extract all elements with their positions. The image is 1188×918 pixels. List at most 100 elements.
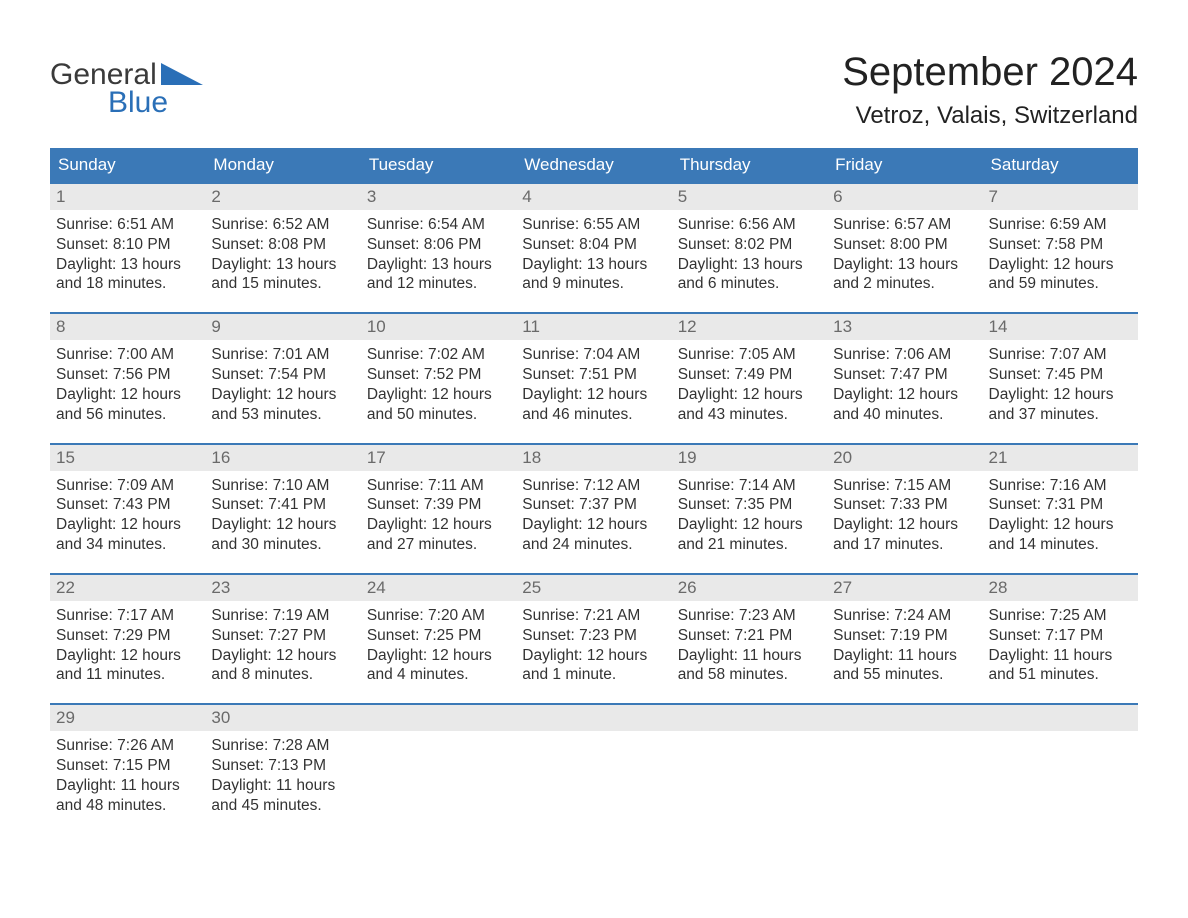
day-number-cell: 1: [50, 184, 205, 210]
day-daylight1: Daylight: 12 hours: [56, 646, 199, 666]
day-cell: Sunrise: 7:05 AMSunset: 7:49 PMDaylight:…: [672, 340, 827, 428]
day-sunset: Sunset: 7:17 PM: [989, 626, 1132, 646]
day-number-cell: 18: [516, 445, 671, 471]
day-details: Sunrise: 7:16 AMSunset: 7:31 PMDaylight:…: [983, 471, 1138, 559]
day-sunrise: Sunrise: 7:21 AM: [522, 606, 665, 626]
day-details: Sunrise: 7:28 AMSunset: 7:13 PMDaylight:…: [205, 731, 360, 819]
day-number: 28: [983, 575, 1138, 601]
day-daylight2: and 12 minutes.: [367, 274, 510, 294]
day-details: Sunrise: 6:52 AMSunset: 8:08 PMDaylight:…: [205, 210, 360, 298]
day-daylight1: Daylight: 12 hours: [989, 385, 1132, 405]
day-number-cell: 12: [672, 314, 827, 340]
weekday-sunday: Sunday: [50, 148, 205, 182]
day-cell: Sunrise: 7:04 AMSunset: 7:51 PMDaylight:…: [516, 340, 671, 428]
day-details: Sunrise: 6:54 AMSunset: 8:06 PMDaylight:…: [361, 210, 516, 298]
day-sunrise: Sunrise: 7:19 AM: [211, 606, 354, 626]
weekday-friday: Friday: [827, 148, 982, 182]
week-body-row: Sunrise: 7:26 AMSunset: 7:15 PMDaylight:…: [50, 731, 1138, 819]
day-number-cell: 23: [205, 575, 360, 601]
logo-triangle-icon: [161, 63, 203, 85]
day-details: Sunrise: 7:25 AMSunset: 7:17 PMDaylight:…: [983, 601, 1138, 689]
day-daylight1: Daylight: 12 hours: [522, 646, 665, 666]
day-number-cell: 14: [983, 314, 1138, 340]
day-number: 20: [827, 445, 982, 471]
day-daylight1: Daylight: 12 hours: [211, 646, 354, 666]
day-number-cell: 15: [50, 445, 205, 471]
day-sunrise: Sunrise: 7:07 AM: [989, 345, 1132, 365]
day-daylight1: Daylight: 12 hours: [833, 385, 976, 405]
day-number-cell: 6: [827, 184, 982, 210]
day-number: 29: [50, 705, 205, 731]
day-number: 24: [361, 575, 516, 601]
day-sunset: Sunset: 7:39 PM: [367, 495, 510, 515]
day-daylight2: and 17 minutes.: [833, 535, 976, 555]
day-details: Sunrise: 7:07 AMSunset: 7:45 PMDaylight:…: [983, 340, 1138, 428]
day-number-cell: 7: [983, 184, 1138, 210]
day-cell: [827, 731, 982, 819]
day-daylight2: and 8 minutes.: [211, 665, 354, 685]
page-subtitle: Vetroz, Valais, Switzerland: [842, 102, 1138, 130]
day-sunset: Sunset: 8:08 PM: [211, 235, 354, 255]
day-details: Sunrise: 7:21 AMSunset: 7:23 PMDaylight:…: [516, 601, 671, 689]
day-number: 17: [361, 445, 516, 471]
day-cell: Sunrise: 6:55 AMSunset: 8:04 PMDaylight:…: [516, 210, 671, 298]
day-daylight2: and 40 minutes.: [833, 405, 976, 425]
day-number-cell: [516, 705, 671, 731]
day-cell: Sunrise: 7:15 AMSunset: 7:33 PMDaylight:…: [827, 471, 982, 559]
day-number-cell: 9: [205, 314, 360, 340]
day-number: 2: [205, 184, 360, 210]
week-row: 891011121314Sunrise: 7:00 AMSunset: 7:56…: [50, 312, 1138, 428]
day-daylight2: and 18 minutes.: [56, 274, 199, 294]
day-daylight1: Daylight: 12 hours: [989, 515, 1132, 535]
day-number-cell: 22: [50, 575, 205, 601]
day-sunrise: Sunrise: 7:23 AM: [678, 606, 821, 626]
day-daylight1: Daylight: 12 hours: [56, 515, 199, 535]
week-row: 15161718192021Sunrise: 7:09 AMSunset: 7:…: [50, 443, 1138, 559]
day-daylight2: and 24 minutes.: [522, 535, 665, 555]
day-number: 14: [983, 314, 1138, 340]
day-cell: Sunrise: 7:17 AMSunset: 7:29 PMDaylight:…: [50, 601, 205, 689]
logo-word2: Blue: [108, 88, 203, 118]
day-daylight1: Daylight: 11 hours: [678, 646, 821, 666]
day-cell: Sunrise: 7:23 AMSunset: 7:21 PMDaylight:…: [672, 601, 827, 689]
day-details: Sunrise: 7:10 AMSunset: 7:41 PMDaylight:…: [205, 471, 360, 559]
day-cell: Sunrise: 6:51 AMSunset: 8:10 PMDaylight:…: [50, 210, 205, 298]
day-number: 27: [827, 575, 982, 601]
day-number-cell: 29: [50, 705, 205, 731]
day-details: Sunrise: 6:57 AMSunset: 8:00 PMDaylight:…: [827, 210, 982, 298]
day-number-cell: 19: [672, 445, 827, 471]
day-daylight2: and 45 minutes.: [211, 796, 354, 816]
day-sunset: Sunset: 8:00 PM: [833, 235, 976, 255]
day-number: 22: [50, 575, 205, 601]
day-cell: Sunrise: 6:52 AMSunset: 8:08 PMDaylight:…: [205, 210, 360, 298]
day-cell: [672, 731, 827, 819]
day-cell: [361, 731, 516, 819]
daynum-row: 22232425262728: [50, 575, 1138, 601]
day-cell: Sunrise: 7:19 AMSunset: 7:27 PMDaylight:…: [205, 601, 360, 689]
day-details: [361, 731, 516, 740]
day-cell: Sunrise: 7:16 AMSunset: 7:31 PMDaylight:…: [983, 471, 1138, 559]
day-details: Sunrise: 6:51 AMSunset: 8:10 PMDaylight:…: [50, 210, 205, 298]
day-daylight1: Daylight: 12 hours: [56, 385, 199, 405]
day-number-cell: 3: [361, 184, 516, 210]
day-number: 8: [50, 314, 205, 340]
day-sunrise: Sunrise: 7:28 AM: [211, 736, 354, 756]
day-number-cell: 28: [983, 575, 1138, 601]
day-sunrise: Sunrise: 7:01 AM: [211, 345, 354, 365]
daynum-row: 15161718192021: [50, 445, 1138, 471]
day-details: Sunrise: 6:59 AMSunset: 7:58 PMDaylight:…: [983, 210, 1138, 298]
day-number-cell: 10: [361, 314, 516, 340]
day-number: [516, 705, 671, 711]
day-details: Sunrise: 7:20 AMSunset: 7:25 PMDaylight:…: [361, 601, 516, 689]
day-daylight1: Daylight: 13 hours: [833, 255, 976, 275]
day-sunset: Sunset: 7:43 PM: [56, 495, 199, 515]
week-body-row: Sunrise: 7:17 AMSunset: 7:29 PMDaylight:…: [50, 601, 1138, 689]
day-sunset: Sunset: 7:45 PM: [989, 365, 1132, 385]
day-details: [983, 731, 1138, 740]
day-sunrise: Sunrise: 7:05 AM: [678, 345, 821, 365]
day-number-cell: [983, 705, 1138, 731]
day-details: Sunrise: 6:56 AMSunset: 8:02 PMDaylight:…: [672, 210, 827, 298]
day-number-cell: 13: [827, 314, 982, 340]
day-details: Sunrise: 7:05 AMSunset: 7:49 PMDaylight:…: [672, 340, 827, 428]
day-number-cell: 24: [361, 575, 516, 601]
